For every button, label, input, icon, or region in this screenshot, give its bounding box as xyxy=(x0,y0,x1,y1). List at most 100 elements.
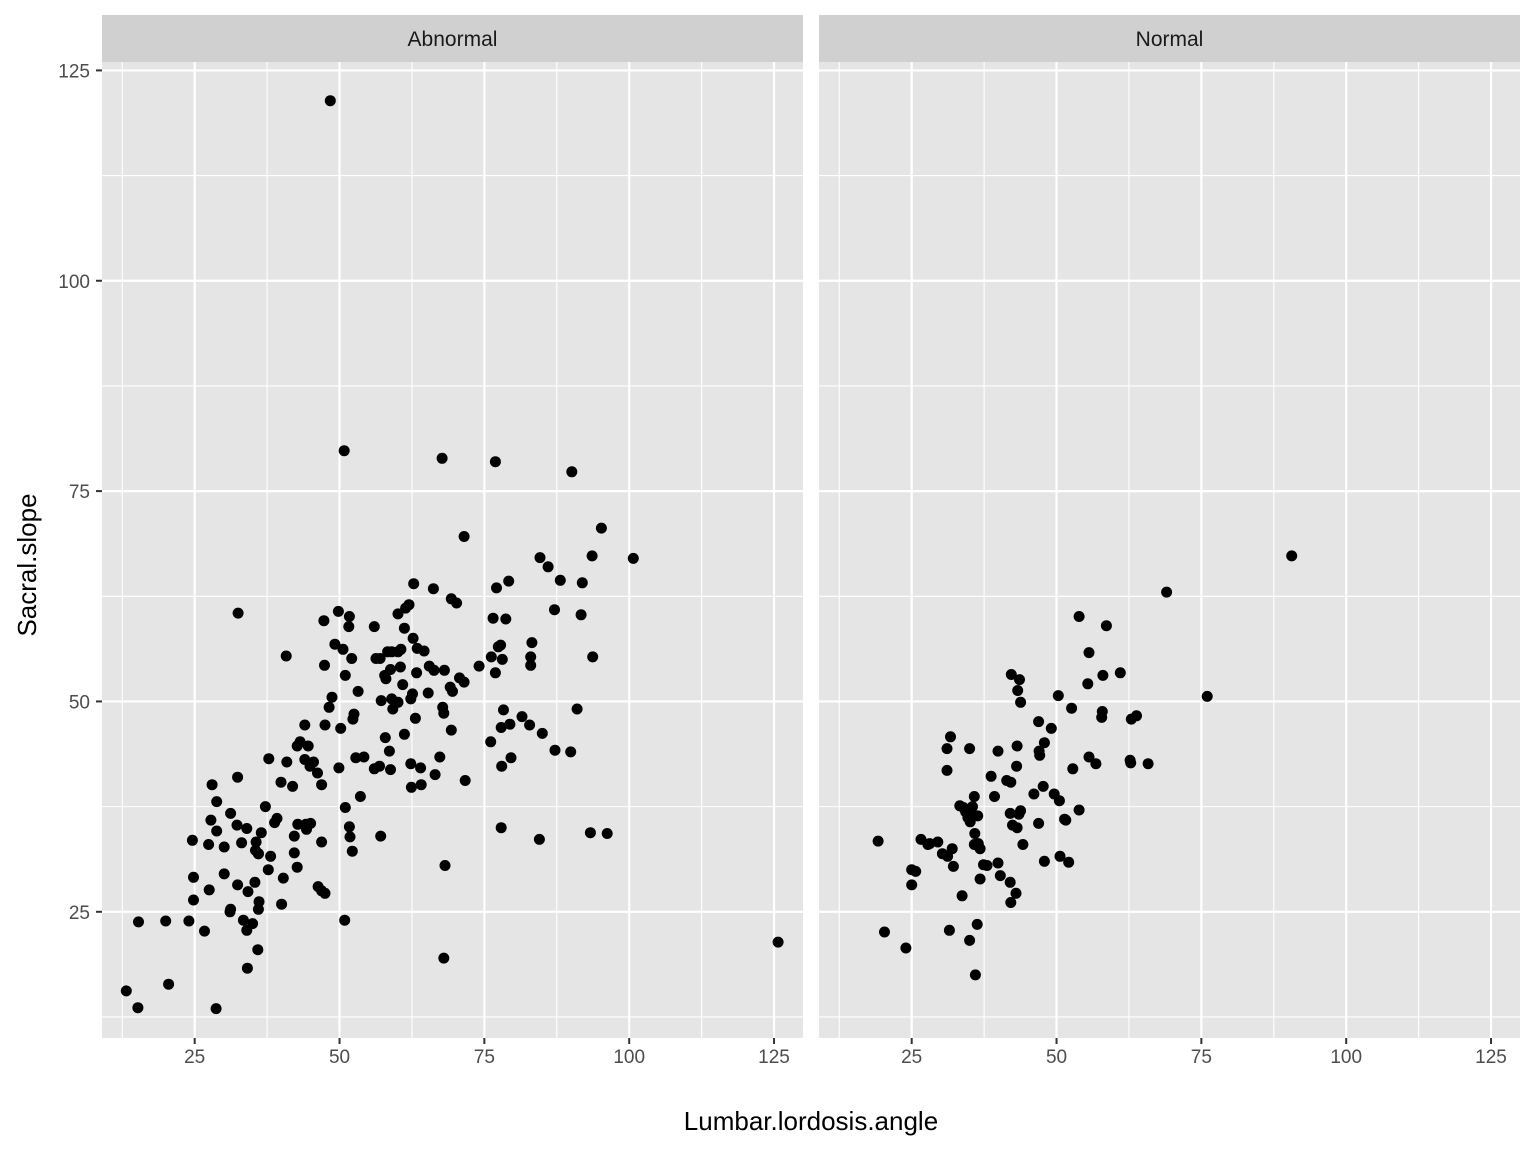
data-point xyxy=(332,605,344,617)
data-point xyxy=(343,621,355,633)
data-point xyxy=(188,871,199,883)
data-point xyxy=(575,609,587,621)
data-point xyxy=(992,857,1004,869)
data-point xyxy=(945,731,956,743)
data-point xyxy=(409,712,421,724)
data-point xyxy=(994,870,1006,882)
data-point xyxy=(241,962,253,974)
data-point xyxy=(964,934,976,946)
x-tick-label: 75 xyxy=(474,1047,495,1068)
data-point xyxy=(237,914,249,926)
data-point xyxy=(276,898,288,910)
facet-panel-abnormal: Abnormal 25 50 75 100 125 xyxy=(102,15,803,1068)
data-point xyxy=(252,944,264,956)
data-point xyxy=(205,814,217,826)
data-point xyxy=(1096,711,1108,723)
y-tick-label: 25 xyxy=(69,903,90,924)
data-point xyxy=(438,664,450,676)
data-point xyxy=(942,850,954,862)
data-point xyxy=(447,685,458,697)
data-point xyxy=(281,756,293,768)
data-point xyxy=(405,693,417,705)
data-point xyxy=(910,865,922,877)
data-point xyxy=(473,660,485,672)
data-point xyxy=(292,818,304,830)
data-point xyxy=(1015,696,1027,708)
data-point xyxy=(265,850,277,862)
data-point xyxy=(872,835,884,847)
data-point xyxy=(411,667,423,679)
data-point xyxy=(565,746,577,758)
data-point xyxy=(1038,855,1050,867)
data-point xyxy=(989,791,1000,802)
data-point xyxy=(299,719,311,731)
data-point xyxy=(1067,763,1079,775)
data-point xyxy=(459,775,471,786)
data-point xyxy=(329,638,341,650)
data-point xyxy=(1083,647,1095,659)
x-tick-label: 75 xyxy=(1191,1047,1212,1068)
data-point xyxy=(571,703,583,715)
data-point xyxy=(1063,856,1075,868)
data-point xyxy=(533,833,545,845)
data-point xyxy=(368,621,380,633)
data-point xyxy=(259,801,271,813)
data-point xyxy=(1066,702,1078,714)
data-point xyxy=(524,719,536,731)
data-point xyxy=(343,821,355,833)
data-point xyxy=(956,890,968,902)
data-point xyxy=(1033,817,1045,829)
data-point xyxy=(218,868,230,880)
y-axis-title: Sacral.slope xyxy=(12,493,42,636)
data-point xyxy=(906,879,918,891)
data-point xyxy=(439,860,451,871)
x-tick-label: 50 xyxy=(1046,1047,1067,1068)
data-point xyxy=(319,719,331,731)
data-point xyxy=(160,915,172,927)
data-point xyxy=(964,816,976,828)
data-point xyxy=(964,743,976,755)
data-point xyxy=(1082,678,1094,690)
data-point xyxy=(354,791,366,802)
data-point xyxy=(1038,737,1050,749)
data-point xyxy=(1100,620,1112,632)
data-point xyxy=(358,751,370,763)
data-point xyxy=(422,687,434,699)
data-point xyxy=(375,695,387,707)
data-point xyxy=(1286,550,1298,562)
facet-strip xyxy=(102,15,803,62)
data-point xyxy=(291,861,303,873)
data-point xyxy=(252,903,264,915)
data-point xyxy=(495,722,507,733)
data-point xyxy=(203,839,215,850)
x-tick-label: 25 xyxy=(901,1047,922,1068)
data-point xyxy=(312,767,323,779)
data-point xyxy=(346,845,358,857)
data-point xyxy=(495,822,507,834)
data-point xyxy=(280,650,292,662)
data-point xyxy=(504,718,516,730)
data-point xyxy=(225,903,237,915)
data-point xyxy=(225,807,237,819)
data-point xyxy=(566,466,578,478)
data-point xyxy=(1083,751,1095,763)
data-point xyxy=(231,819,243,831)
data-point xyxy=(1005,776,1017,788)
data-point xyxy=(924,838,936,850)
data-point xyxy=(210,1003,222,1015)
data-point xyxy=(941,764,953,776)
data-point xyxy=(1011,740,1023,752)
data-point xyxy=(188,894,199,906)
data-point xyxy=(969,969,981,981)
data-point xyxy=(489,667,501,679)
data-point xyxy=(438,952,450,964)
data-point xyxy=(601,828,613,839)
data-point xyxy=(319,887,331,899)
data-point xyxy=(339,669,351,681)
data-point xyxy=(584,827,596,839)
y-tick-label: 100 xyxy=(58,272,90,293)
data-point xyxy=(368,763,380,775)
data-point xyxy=(288,830,300,842)
panel-background xyxy=(819,62,1520,1038)
data-point xyxy=(879,926,890,938)
